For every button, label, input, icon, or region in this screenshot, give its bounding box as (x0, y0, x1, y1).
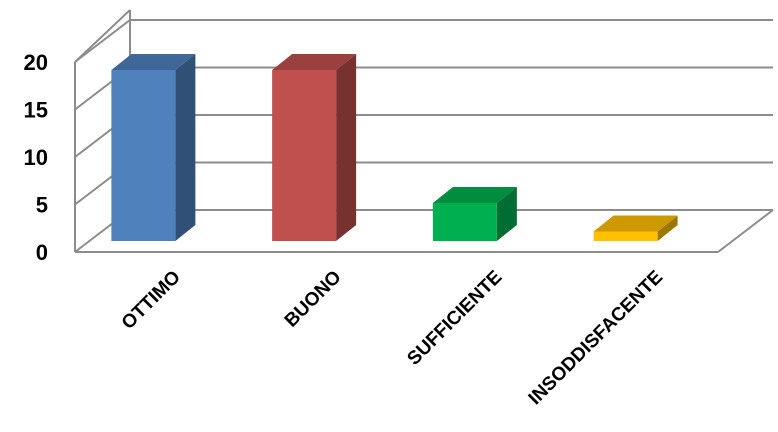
y-tick-label: 20 (24, 50, 48, 75)
x-category-label: SUFFICIENTE (403, 267, 506, 370)
bar-side-face (496, 187, 517, 241)
y-tick-label: 15 (24, 98, 48, 123)
y-tick-label: 0 (36, 240, 48, 265)
x-category-label: INSODDISFACENTE (525, 267, 668, 410)
bar-top-face (432, 187, 517, 203)
x-category-label: OTTIMO (118, 267, 185, 334)
bar-side-face (175, 54, 196, 241)
floor-right-edge (717, 209, 774, 253)
y-axis-tick-labels: 0 5 10 15 20 (24, 50, 48, 265)
bar-ottimo (111, 54, 196, 241)
bar-side-face (336, 54, 357, 241)
x-axis-category-labels: OTTIMO BUONO SUFFICIENTE INSODDISFACENTE (118, 267, 667, 410)
x-category-label: BUONO (281, 267, 346, 332)
left-wall-top-edge (74, 9, 131, 63)
bar-front-face (111, 70, 176, 241)
bar-front-face (432, 203, 497, 241)
bar-insoddisfacente (593, 215, 678, 241)
bar-front-face (272, 70, 337, 241)
bar-buono (272, 54, 357, 241)
bar-top-face (111, 54, 196, 70)
bar-sufficiente (432, 187, 517, 241)
y-tick-label: 10 (24, 145, 48, 170)
gridlines (74, 19, 773, 253)
bars (111, 54, 678, 241)
bar-side-face (657, 215, 678, 241)
bar-top-face (593, 215, 678, 232)
bar-front-face (593, 231, 658, 241)
y-tick-label: 5 (36, 193, 48, 218)
gridline-side-20 (74, 19, 131, 63)
bar-top-face (272, 54, 357, 70)
